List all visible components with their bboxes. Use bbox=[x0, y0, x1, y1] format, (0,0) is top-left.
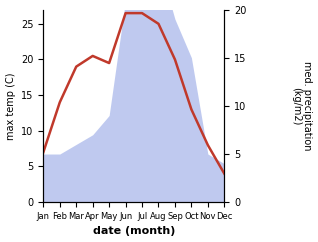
Y-axis label: max temp (C): max temp (C) bbox=[5, 72, 16, 140]
X-axis label: date (month): date (month) bbox=[93, 227, 175, 236]
Y-axis label: med. precipitation
(kg/m2): med. precipitation (kg/m2) bbox=[291, 61, 313, 151]
